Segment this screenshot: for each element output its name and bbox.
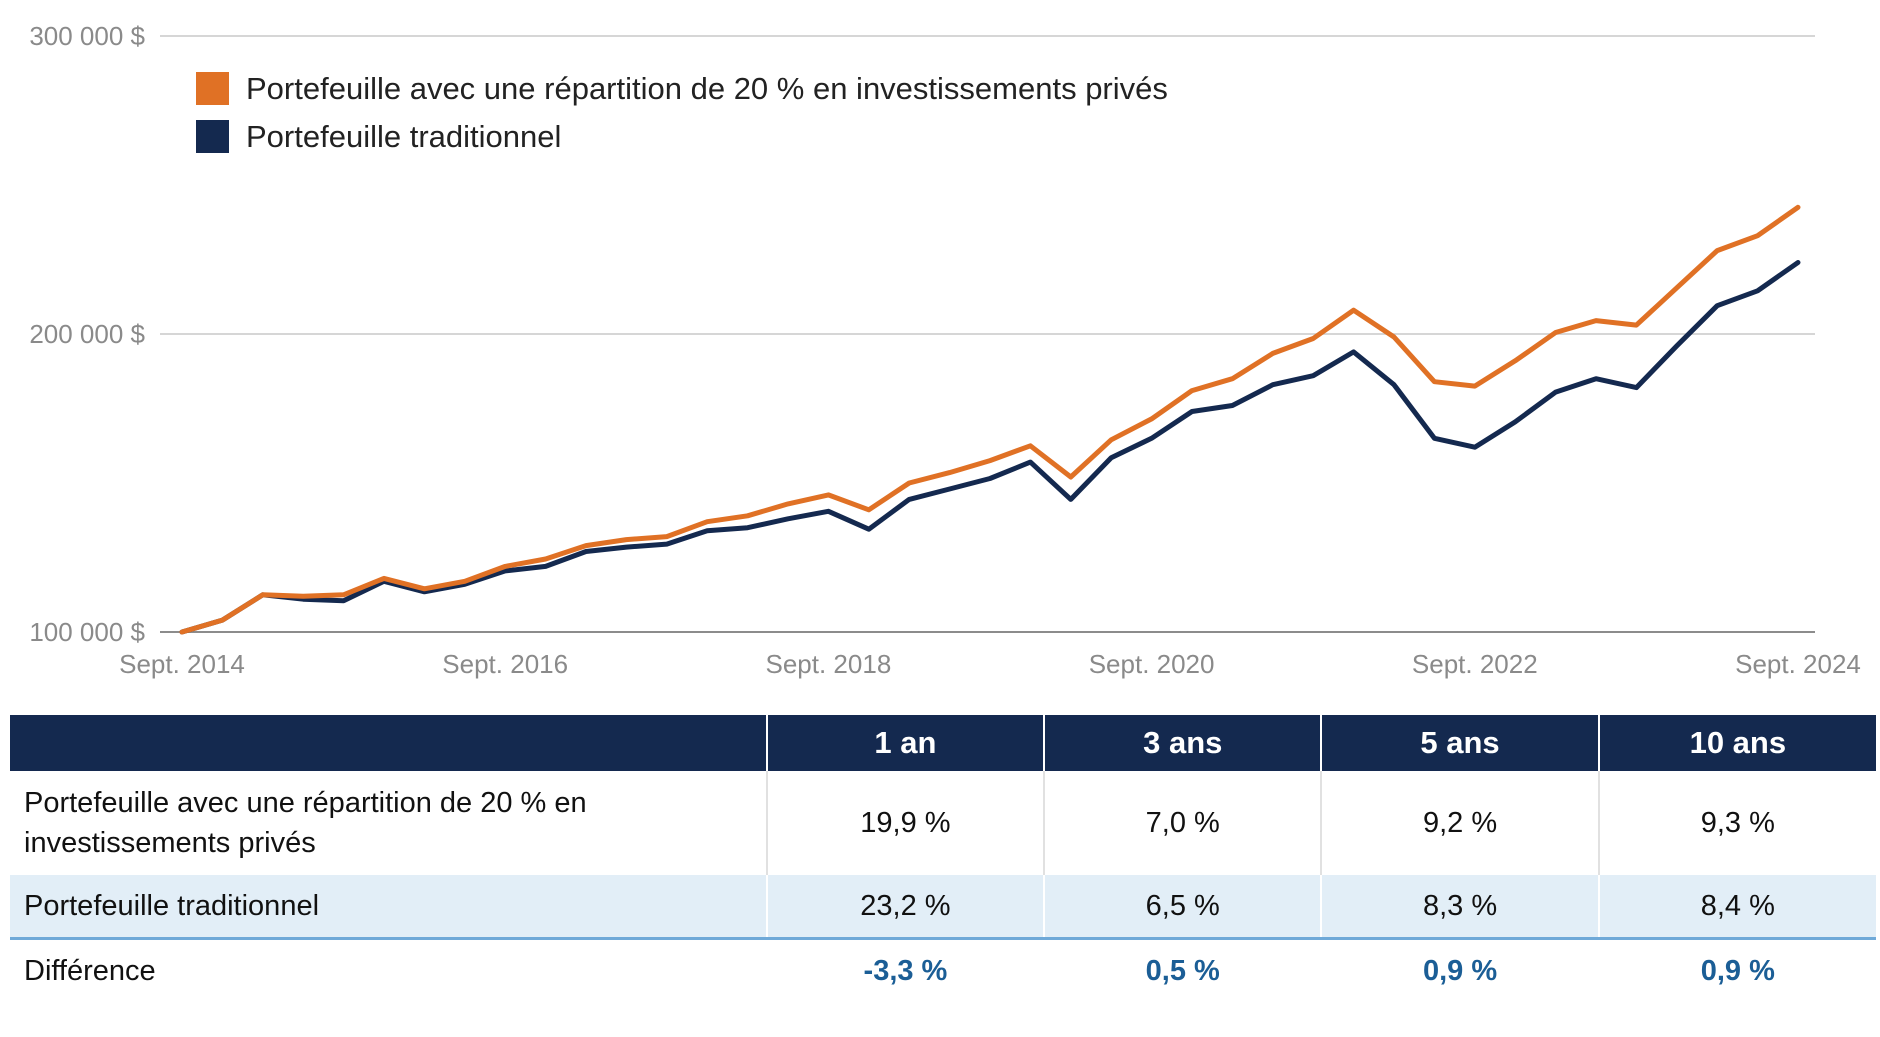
legend-swatch — [196, 72, 229, 105]
table-cell: 8,3 % — [1321, 875, 1600, 939]
table-cell: 0,9 % — [1321, 937, 1600, 1002]
row-label: Portefeuille traditionnel — [10, 875, 768, 939]
table-cell: 9,2 % — [1321, 771, 1600, 875]
series-line-traditional — [179, 260, 1801, 635]
row-label: Portefeuille avec une répartition de 20 … — [10, 771, 768, 875]
series-line-private — [179, 204, 1801, 635]
header-3-years: 3 ans — [1044, 715, 1323, 771]
y-tick-label: 200 000 $ — [29, 319, 145, 349]
table-cell: 0,9 % — [1598, 937, 1876, 1002]
y-tick-label: 300 000 $ — [29, 21, 145, 51]
row-label: Différence — [10, 937, 768, 1002]
table-row-traditional-portfolio: Portefeuille traditionnel 23,2 % 6,5 % 8… — [10, 875, 1876, 939]
legend-swatch — [196, 120, 229, 153]
x-tick-label: Sept. 2024 — [1735, 649, 1861, 679]
header-10-years: 10 ans — [1598, 715, 1876, 771]
x-tick-label: Sept. 2018 — [766, 649, 892, 679]
table-cell: 6,5 % — [1044, 875, 1323, 939]
header-1-year: 1 an — [766, 715, 1046, 771]
header-empty — [10, 715, 768, 771]
table-cell: 23,2 % — [766, 875, 1046, 939]
y-tick-label: 100 000 $ — [29, 617, 145, 647]
line-chart: 100 000 $ 200 000 $ 300 000 $ Sept. 2014 Sep… — [29, 21, 1861, 679]
chart-area: 100 000 $ 200 000 $ 300 000 $ Sept. 2014 Sep… — [29, 21, 1861, 679]
x-tick-label: Sept. 2014 — [119, 649, 245, 679]
table-cell: 0,5 % — [1044, 937, 1323, 1002]
axes: 100 000 $ 200 000 $ 300 000 $ Sept. 2014 Sep… — [29, 21, 1861, 679]
table-cell: 19,9 % — [766, 771, 1046, 875]
x-tick-label: Sept. 2022 — [1412, 649, 1538, 679]
table-cell: 7,0 % — [1044, 771, 1323, 875]
series-lines — [179, 204, 1801, 635]
legend-label: Portefeuille traditionnel — [246, 119, 561, 154]
table-header-row: 1 an 3 ans 5 ans 10 ans — [10, 715, 1876, 771]
legend-label: Portefeuille avec une répartition de 20 … — [246, 71, 1168, 106]
table-row-private-portfolio: Portefeuille avec une répartition de 20 … — [10, 771, 1876, 875]
legend: Portefeuille avec une répartition de 20 … — [196, 71, 1168, 154]
table-row-difference: Différence -3,3 % 0,5 % 0,9 % 0,9 % — [10, 937, 1876, 1002]
x-tick-label: Sept. 2020 — [1089, 649, 1215, 679]
table-cell: 9,3 % — [1598, 771, 1876, 875]
header-5-years: 5 ans — [1321, 715, 1600, 771]
returns-table: 1 an 3 ans 5 ans 10 ans Portefeuille ave… — [10, 715, 1876, 1002]
table-cell: 8,4 % — [1598, 875, 1876, 939]
table-cell: -3,3 % — [766, 937, 1046, 1002]
gridlines — [160, 35, 1815, 633]
x-tick-label: Sept. 2016 — [442, 649, 568, 679]
